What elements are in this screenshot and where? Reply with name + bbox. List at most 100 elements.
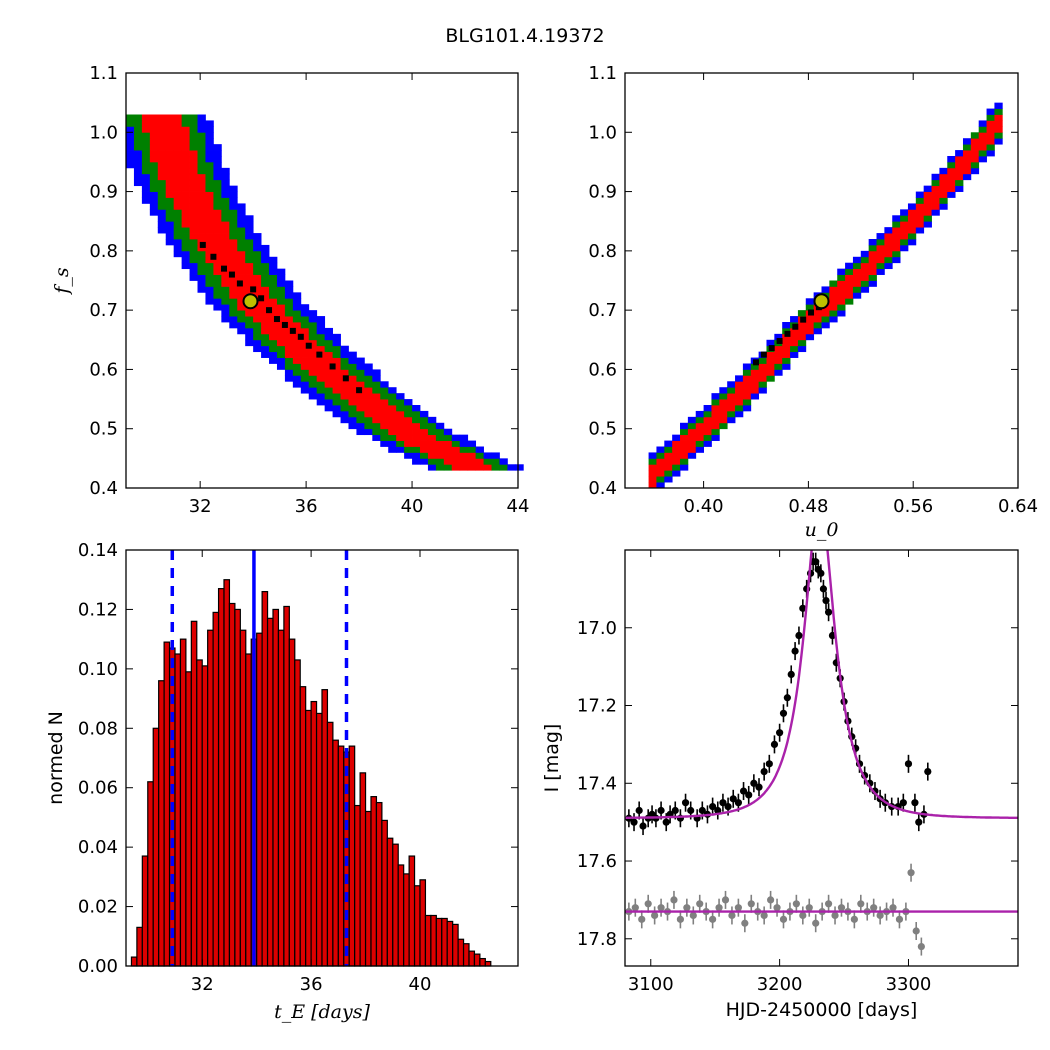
sigma3-cell xyxy=(205,156,214,163)
sigma1-cell xyxy=(372,399,381,406)
sigma1-cell xyxy=(868,262,877,270)
sigma1-cell xyxy=(766,357,775,364)
data-point-source xyxy=(687,806,695,815)
sigma3-cell xyxy=(412,452,421,459)
sigma1-cell xyxy=(173,114,183,121)
sigma3-cell xyxy=(141,179,151,187)
sigma2-cell xyxy=(821,316,830,323)
sigma2-cell xyxy=(133,138,143,145)
sigma3-cell xyxy=(165,221,175,228)
histogram-bar xyxy=(223,579,231,967)
sigma2-cell xyxy=(876,262,885,270)
sigma2-cell xyxy=(483,458,492,465)
sigma2-cell xyxy=(711,428,720,436)
sigma2-cell xyxy=(994,132,1003,139)
sigma1-cell xyxy=(475,458,484,465)
sigma2-cell xyxy=(197,262,206,270)
y-tick-label: 0.08 xyxy=(78,718,118,739)
sigma3-cell xyxy=(292,375,302,382)
sigma1-cell xyxy=(348,393,357,400)
sigma1-cell xyxy=(443,452,453,459)
sigma2-cell xyxy=(962,144,972,151)
sigma1-cell xyxy=(766,363,775,370)
data-point-reference xyxy=(917,942,925,951)
sigma1-cell xyxy=(962,161,972,169)
sigma1-cell xyxy=(648,476,657,483)
sigma3-cell xyxy=(133,179,143,187)
chain-point xyxy=(800,316,807,323)
x-tick-label: 32 xyxy=(189,496,212,517)
sigma3-cell xyxy=(261,345,270,353)
sigma2-cell xyxy=(900,215,909,222)
sigma2-cell xyxy=(680,458,689,465)
sigma1-cell xyxy=(797,333,807,341)
sigma1-cell xyxy=(221,250,230,258)
sigma1-cell xyxy=(332,357,341,364)
sigma3-cell xyxy=(316,399,326,406)
sigma2-cell xyxy=(687,422,697,430)
sigma1-cell xyxy=(923,209,932,216)
sigma3-cell xyxy=(157,221,167,228)
sigma2-cell xyxy=(420,452,429,459)
sigma3-cell xyxy=(907,239,917,246)
sigma2-cell xyxy=(292,363,302,370)
sigma1-cell xyxy=(316,363,326,370)
sigma1-cell xyxy=(284,345,294,353)
sigma1-cell xyxy=(237,286,246,293)
sigma1-cell xyxy=(404,416,413,424)
sigma1-cell xyxy=(396,434,405,441)
sigma2-cell xyxy=(356,416,365,424)
sigma1-cell xyxy=(165,114,175,121)
sigma3-cell xyxy=(205,150,214,157)
sigma3-cell xyxy=(324,399,333,406)
sigma1-cell xyxy=(672,440,681,447)
sigma1-cell xyxy=(829,292,838,299)
histogram-bar xyxy=(261,590,269,967)
sigma3-cell xyxy=(126,156,135,163)
sigma2-cell xyxy=(189,256,198,264)
sigma3-cell xyxy=(221,310,230,317)
sigma1-cell xyxy=(261,322,270,329)
histogram-bar xyxy=(174,653,182,967)
chain-point xyxy=(776,337,783,344)
sigma3-cell xyxy=(805,298,815,305)
sigma2-cell xyxy=(750,363,760,370)
sigma3-cell xyxy=(687,452,697,459)
sigma2-cell xyxy=(141,150,151,157)
sigma1-cell xyxy=(805,327,815,335)
sigma1-cell xyxy=(221,280,230,287)
sigma2-cell xyxy=(213,197,222,204)
sigma3-cell xyxy=(165,233,175,240)
x-tick-label: 36 xyxy=(300,974,323,995)
sigma1-cell xyxy=(181,138,190,145)
sigma2-cell xyxy=(427,458,437,465)
chain-point xyxy=(342,375,349,382)
histogram-bar xyxy=(375,801,383,967)
histogram-bar xyxy=(332,739,339,967)
sigma3-cell xyxy=(340,416,349,424)
sigma1-cell xyxy=(189,161,198,169)
sigma3-cell xyxy=(261,256,270,264)
sigma3-cell xyxy=(412,405,421,412)
sigma2-cell xyxy=(923,215,932,222)
data-point-reference xyxy=(876,911,884,920)
sigma3-cell xyxy=(292,292,302,299)
sigma2-cell xyxy=(189,244,198,252)
sigma1-cell xyxy=(213,209,222,216)
data-point-reference xyxy=(631,904,639,912)
sigma2-cell xyxy=(237,239,246,246)
sigma2-cell xyxy=(332,351,341,358)
sigma1-cell xyxy=(173,144,183,151)
sigma2-cell xyxy=(181,114,190,121)
sigma3-cell xyxy=(324,327,333,335)
data-point-reference xyxy=(689,911,697,920)
sigma1-cell xyxy=(173,167,183,175)
sigma3-cell xyxy=(133,156,143,163)
sigma3-cell xyxy=(141,173,151,181)
sigma2-cell xyxy=(324,393,333,400)
sigma3-cell xyxy=(165,239,175,246)
sigma1-cell xyxy=(900,221,909,228)
sigma1-cell xyxy=(340,381,349,388)
y-tick-label: 0.7 xyxy=(89,300,118,321)
sigma1-cell xyxy=(970,156,980,163)
